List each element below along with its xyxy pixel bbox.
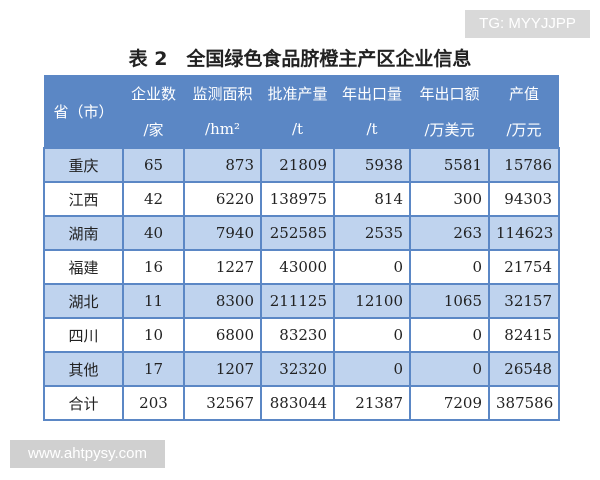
value-cell: 7209	[409, 385, 490, 421]
province-cell: 湖北	[43, 283, 124, 319]
header-unit: /t	[334, 111, 410, 148]
header-province: 省（市）	[44, 75, 123, 148]
province-cell: 其他	[43, 351, 124, 387]
table-row: 福建 16 1227 43000 0 0 21754	[43, 249, 560, 285]
header-col: 批准产量	[261, 75, 334, 111]
value-cell: 32567	[183, 385, 262, 421]
value-cell: 21809	[260, 147, 335, 183]
table-row: 湖北 11 8300 211125 12100 1065 32157	[43, 283, 560, 319]
value-cell: 0	[409, 317, 490, 353]
table-title: 表 2 全国绿色食品脐橙主产区企业信息	[128, 48, 472, 70]
value-cell: 8300	[183, 283, 262, 319]
value-cell: 0	[333, 351, 411, 387]
value-cell: 1207	[183, 351, 262, 387]
value-cell: 17	[122, 351, 185, 387]
value-cell: 12100	[333, 283, 411, 319]
value-cell: 42	[122, 181, 185, 217]
value-cell: 83230	[260, 317, 335, 353]
table-row: 江西 42 6220 138975 814 300 94303	[43, 181, 560, 217]
value-cell: 40	[122, 215, 185, 251]
value-cell: 7940	[183, 215, 262, 251]
value-cell: 11	[122, 283, 185, 319]
watermark-tg: TG: MYYJJPP	[465, 10, 590, 38]
value-cell: 883044	[260, 385, 335, 421]
value-cell: 814	[333, 181, 411, 217]
table-row: 四川 10 6800 83230 0 0 82415	[43, 317, 560, 353]
value-cell: 43000	[260, 249, 335, 285]
value-cell: 0	[409, 351, 490, 387]
province-cell: 福建	[43, 249, 124, 285]
table-row: 其他 17 1207 32320 0 0 26548	[43, 351, 560, 387]
value-cell: 0	[409, 249, 490, 285]
value-cell: 203	[122, 385, 185, 421]
header-unit: /万美元	[410, 111, 489, 148]
province-cell: 湖南	[43, 215, 124, 251]
value-cell: 0	[333, 317, 411, 353]
value-cell: 387586	[488, 385, 560, 421]
value-cell: 252585	[260, 215, 335, 251]
value-cell: 114623	[488, 215, 560, 251]
header-col: 年出口量	[334, 75, 410, 111]
watermark-site: www.ahtpysy.com	[10, 440, 165, 468]
header-col: 年出口额	[410, 75, 489, 111]
value-cell: 263	[409, 215, 490, 251]
value-cell: 16	[122, 249, 185, 285]
table-row: 湖南 40 7940 252585 2535 263 114623	[43, 215, 560, 251]
value-cell: 6800	[183, 317, 262, 353]
value-cell: 0	[333, 249, 411, 285]
value-cell: 1227	[183, 249, 262, 285]
value-cell: 94303	[488, 181, 560, 217]
header-unit: /hm²	[184, 111, 261, 148]
header-unit: /家	[123, 111, 184, 148]
value-cell: 10	[122, 317, 185, 353]
table-row: 合计 203 32567 883044 21387 7209 387586	[43, 385, 560, 421]
data-table: 省（市） 企业数 监测面积 批准产量 年出口量 年出口额 产值/家/hm²/t/t/万美元 /…	[43, 75, 560, 421]
header-unit: /万元	[489, 111, 559, 148]
province-cell: 重庆	[43, 147, 124, 183]
value-cell: 32157	[488, 283, 560, 319]
province-cell: 江西	[43, 181, 124, 217]
value-cell: 2535	[333, 215, 411, 251]
value-cell: 32320	[260, 351, 335, 387]
value-cell: 6220	[183, 181, 262, 217]
value-cell: 21754	[488, 249, 560, 285]
value-cell: 211125	[260, 283, 335, 319]
value-cell: 300	[409, 181, 490, 217]
value-cell: 5581	[409, 147, 490, 183]
table-row: 重庆 65 873 21809 5938 5581 15786	[43, 147, 560, 183]
header-col: 监测面积	[184, 75, 261, 111]
value-cell: 26548	[488, 351, 560, 387]
value-cell: 65	[122, 147, 185, 183]
header-col: 企业数	[123, 75, 184, 111]
value-cell: 82415	[488, 317, 560, 353]
value-cell: 1065	[409, 283, 490, 319]
value-cell: 5938	[333, 147, 411, 183]
value-cell: 15786	[488, 147, 560, 183]
value-cell: 138975	[260, 181, 335, 217]
header-unit: /t	[261, 111, 334, 148]
value-cell: 873	[183, 147, 262, 183]
province-cell: 合计	[43, 385, 124, 421]
value-cell: 21387	[333, 385, 411, 421]
province-cell: 四川	[43, 317, 124, 353]
header-col: 产值	[489, 75, 559, 111]
